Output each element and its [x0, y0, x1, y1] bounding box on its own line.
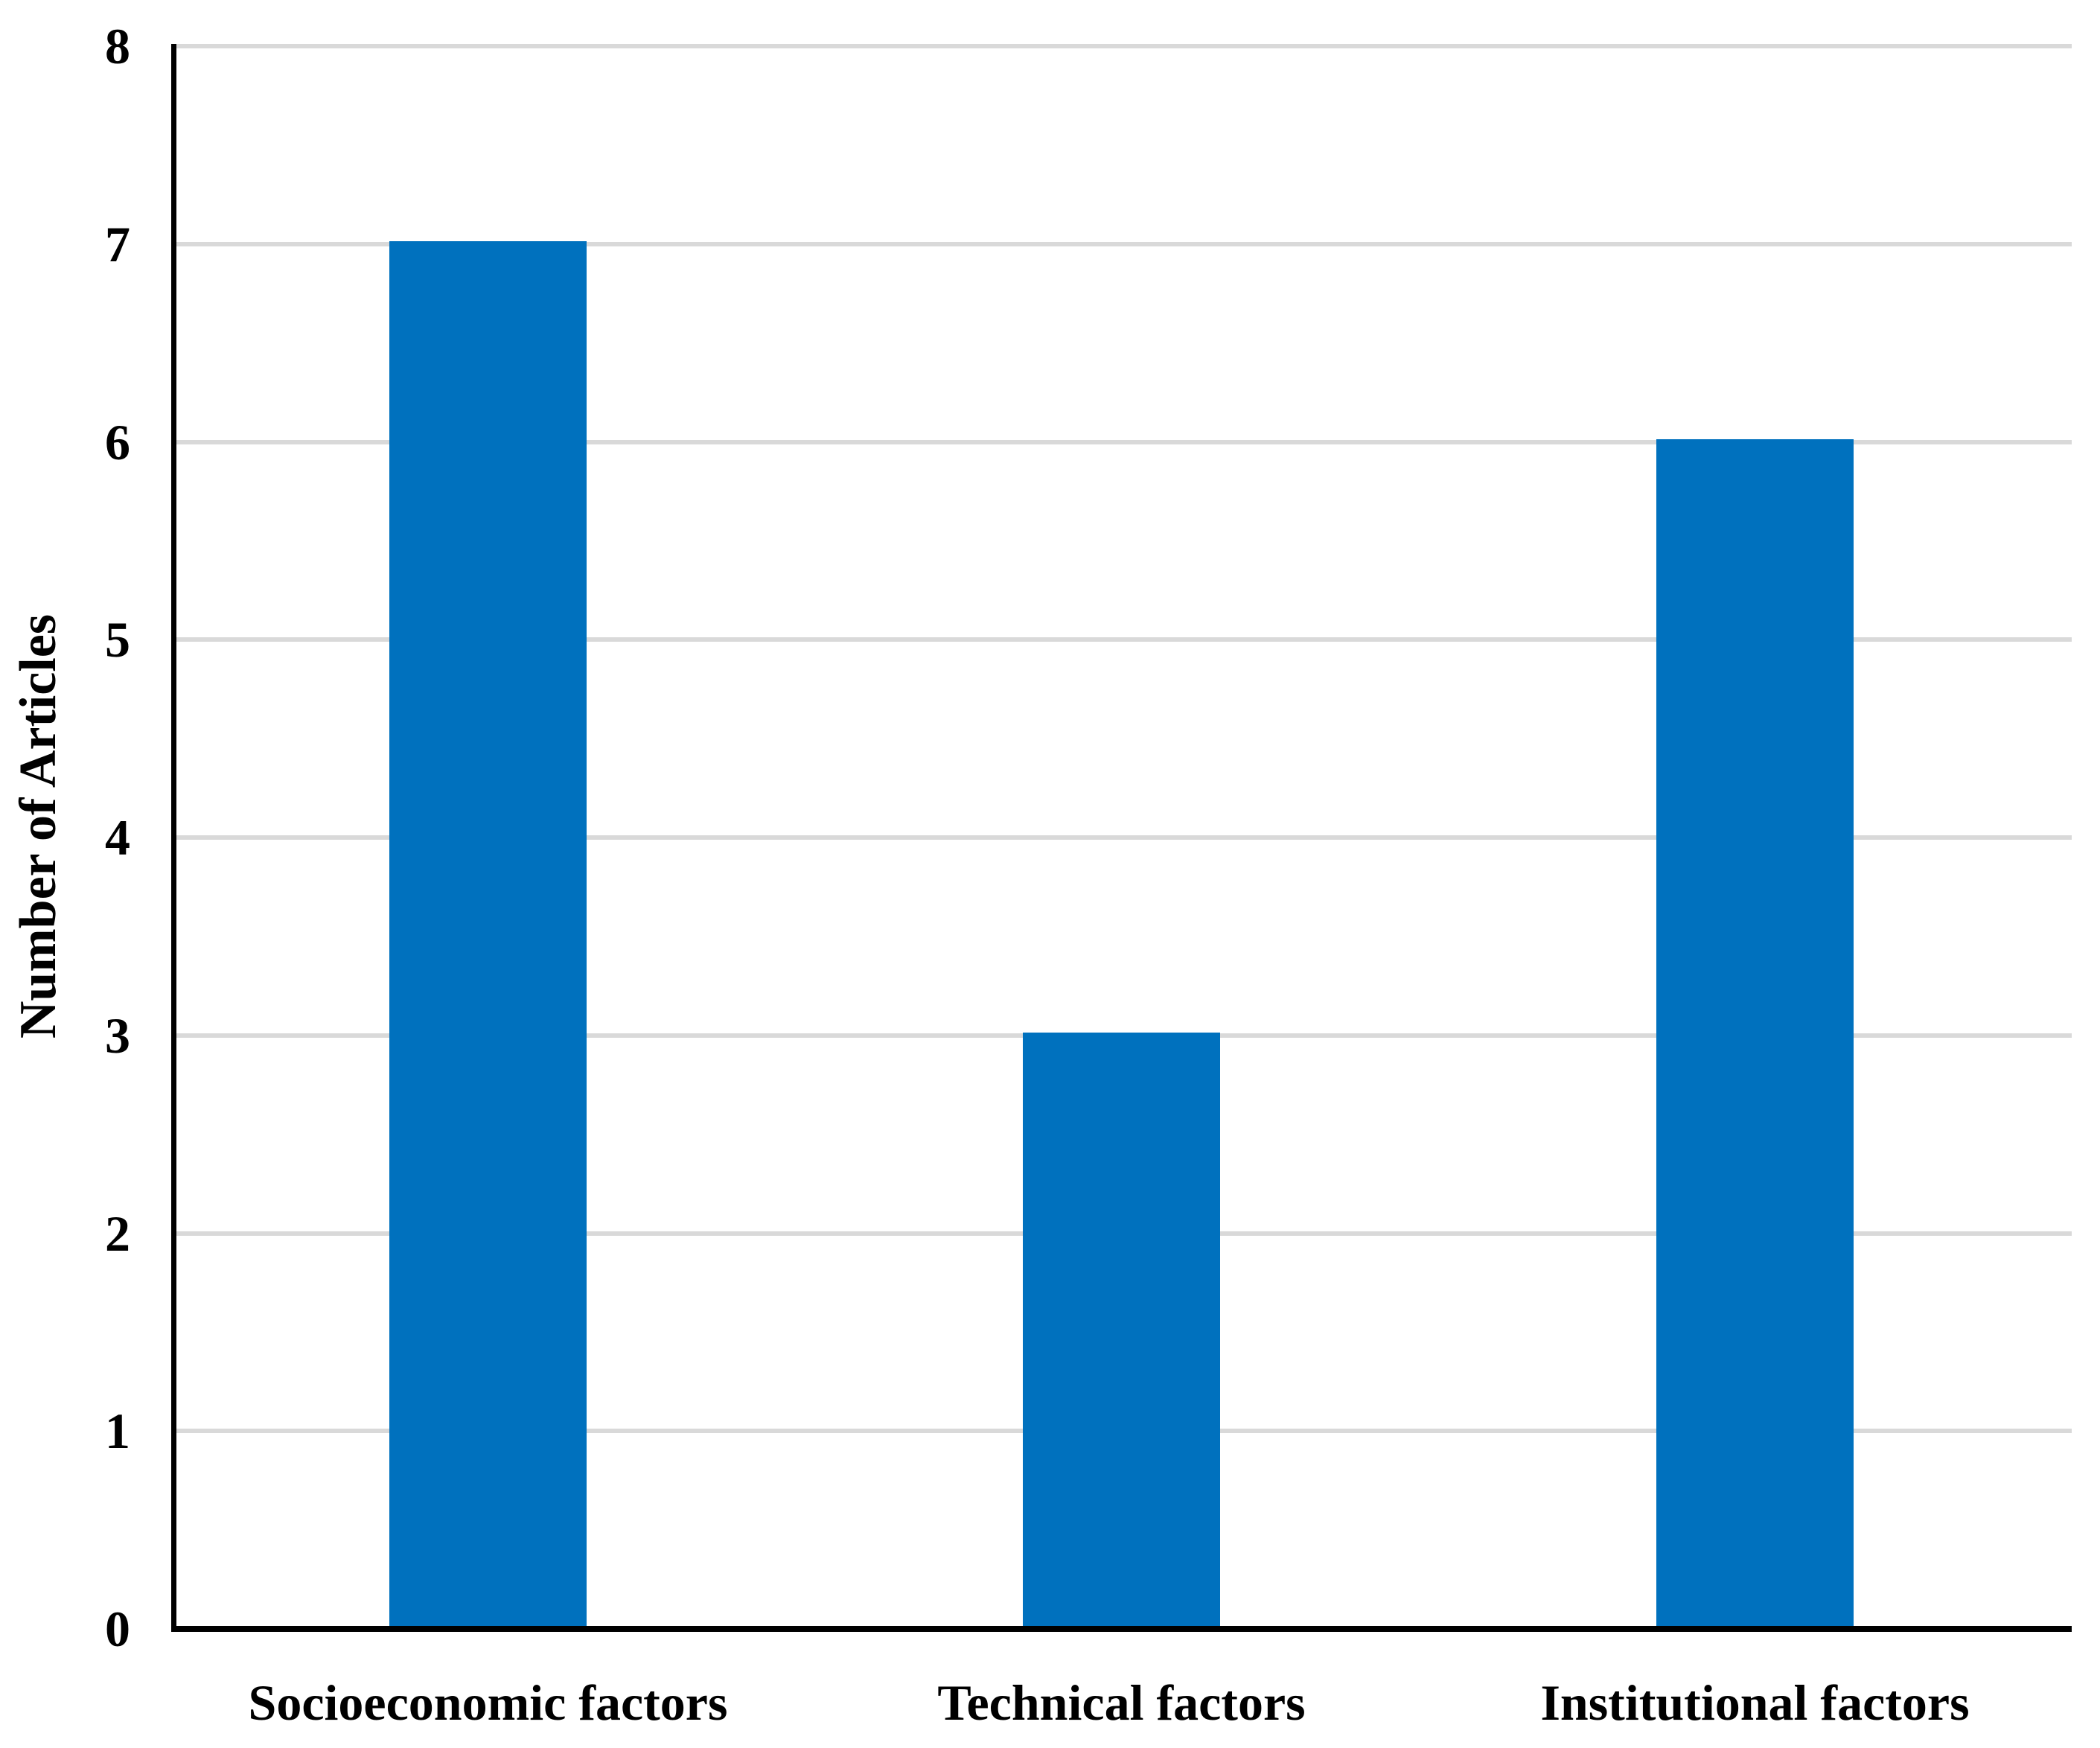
bar-institutional-factors — [1656, 438, 1854, 1626]
y-tick-label-5: 5 — [105, 611, 130, 669]
bar-technical-factors — [1023, 1032, 1220, 1626]
y-tick-label-8: 8 — [105, 18, 130, 74]
y-tick-label-6: 6 — [105, 413, 130, 471]
y-tick-label-2: 2 — [105, 1205, 130, 1262]
gridline-y6 — [171, 439, 2072, 444]
gridline-y4 — [171, 835, 2072, 840]
y-axis-line — [171, 44, 176, 1632]
plot-area — [171, 44, 2072, 1631]
y-tick-label-0: 0 — [105, 1601, 130, 1657]
gridline-y8 — [171, 44, 2072, 48]
y-tick-label-4: 4 — [105, 809, 130, 866]
x-category-label-socioeconomic-factors: Socioeconomic factors — [248, 1674, 728, 1731]
x-axis-line — [171, 1626, 2072, 1632]
y-tick-label-7: 7 — [105, 215, 130, 272]
x-category-label-institutional-factors: Institutional factors — [1540, 1674, 1970, 1731]
gridline-y5 — [171, 637, 2072, 642]
y-tick-label-3: 3 — [105, 1007, 130, 1064]
y-tick-label-1: 1 — [105, 1403, 130, 1460]
bar-socioeconomic-factors — [389, 240, 587, 1626]
gridline-y7 — [171, 241, 2072, 246]
x-category-label-technical-factors: Technical factors — [937, 1674, 1306, 1731]
